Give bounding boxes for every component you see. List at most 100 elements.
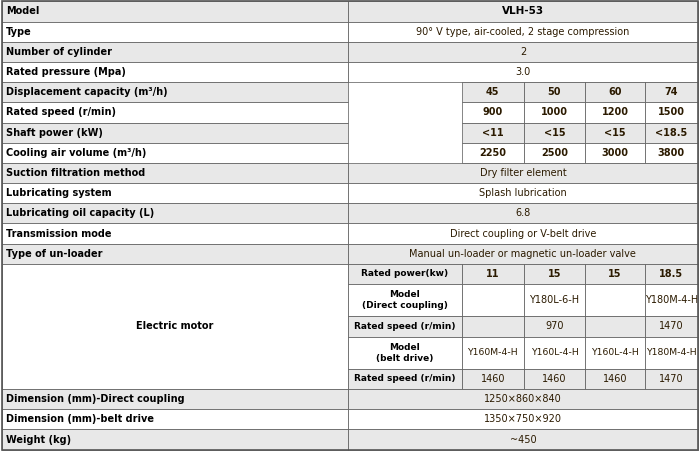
- Bar: [348, 429, 698, 450]
- Text: Type: Type: [6, 27, 32, 37]
- Bar: [462, 123, 524, 143]
- Bar: [645, 264, 698, 284]
- Bar: [2, 389, 348, 409]
- Text: Y180M-4-H: Y180M-4-H: [645, 295, 698, 305]
- Bar: [585, 123, 645, 143]
- Bar: [2, 163, 348, 183]
- Bar: [645, 102, 698, 123]
- Text: Lubricating oil capacity (L): Lubricating oil capacity (L): [6, 208, 155, 218]
- Bar: [645, 82, 698, 102]
- Text: Shaft power (kW): Shaft power (kW): [6, 128, 103, 138]
- Bar: [2, 62, 348, 82]
- Bar: [585, 316, 645, 336]
- Text: Y180M-4-H: Y180M-4-H: [646, 348, 696, 357]
- Text: Cooling air volume (m³/h): Cooling air volume (m³/h): [6, 148, 147, 158]
- Bar: [348, 316, 462, 336]
- Text: 2: 2: [520, 47, 526, 57]
- Bar: [524, 102, 585, 123]
- Text: 90° V type, air-cooled, 2 stage compression: 90° V type, air-cooled, 2 stage compress…: [416, 27, 629, 37]
- Bar: [585, 369, 645, 389]
- Bar: [348, 163, 698, 183]
- Text: 1000: 1000: [541, 107, 568, 117]
- Bar: [348, 264, 462, 284]
- Bar: [585, 284, 645, 316]
- Bar: [348, 336, 462, 369]
- Bar: [348, 244, 698, 264]
- Bar: [524, 284, 585, 316]
- Text: VLH-53: VLH-53: [502, 6, 544, 16]
- Bar: [348, 22, 698, 42]
- Text: Transmission mode: Transmission mode: [6, 229, 112, 239]
- Bar: [348, 1, 698, 22]
- Bar: [462, 264, 524, 284]
- Bar: [462, 284, 524, 316]
- Bar: [348, 284, 462, 316]
- Bar: [348, 369, 462, 389]
- Bar: [585, 264, 645, 284]
- Bar: [462, 336, 524, 369]
- Bar: [524, 82, 585, 102]
- Text: 1350×750×920: 1350×750×920: [484, 414, 562, 424]
- Bar: [462, 143, 524, 163]
- Text: 900: 900: [483, 107, 503, 117]
- Bar: [585, 82, 645, 102]
- Bar: [2, 123, 348, 143]
- Text: Electric motor: Electric motor: [136, 322, 214, 331]
- Text: 3000: 3000: [601, 148, 629, 158]
- Text: Lubricating system: Lubricating system: [6, 188, 112, 198]
- Text: Weight (kg): Weight (kg): [6, 435, 71, 445]
- Text: Model
(belt drive): Model (belt drive): [377, 343, 433, 363]
- Bar: [645, 143, 698, 163]
- Bar: [462, 102, 524, 123]
- Text: <15: <15: [604, 128, 626, 138]
- Bar: [2, 183, 348, 203]
- Text: Suction filtration method: Suction filtration method: [6, 168, 146, 178]
- Bar: [524, 316, 585, 336]
- Text: 45: 45: [486, 87, 500, 97]
- Text: Rated speed (r/min): Rated speed (r/min): [6, 107, 116, 117]
- Bar: [645, 123, 698, 143]
- Text: 1460: 1460: [542, 374, 567, 384]
- Text: 1460: 1460: [480, 374, 505, 384]
- Text: 50: 50: [547, 87, 561, 97]
- Text: Y160L-4-H: Y160L-4-H: [531, 348, 578, 357]
- Bar: [462, 316, 524, 336]
- Text: 2500: 2500: [541, 148, 568, 158]
- Text: 1250×860×840: 1250×860×840: [484, 394, 562, 404]
- Text: 3800: 3800: [658, 148, 685, 158]
- Bar: [348, 389, 698, 409]
- Text: 1470: 1470: [659, 374, 684, 384]
- Text: Dimension (mm)-belt drive: Dimension (mm)-belt drive: [6, 414, 154, 424]
- Bar: [645, 336, 698, 369]
- Text: 970: 970: [545, 322, 564, 331]
- Text: 3.0: 3.0: [515, 67, 531, 77]
- Bar: [645, 316, 698, 336]
- Bar: [2, 224, 348, 244]
- Text: 1470: 1470: [659, 322, 684, 331]
- Bar: [2, 102, 348, 123]
- Bar: [2, 82, 348, 102]
- Bar: [524, 123, 585, 143]
- Text: Rated power(kw): Rated power(kw): [361, 269, 449, 278]
- Text: 6.8: 6.8: [515, 208, 531, 218]
- Text: Displacement capacity (m³/h): Displacement capacity (m³/h): [6, 87, 168, 97]
- Text: Model: Model: [6, 6, 40, 16]
- Text: 74: 74: [664, 87, 678, 97]
- Text: <18.5: <18.5: [655, 128, 687, 138]
- Bar: [2, 143, 348, 163]
- Text: Rated pressure (Mpa): Rated pressure (Mpa): [6, 67, 126, 77]
- Bar: [585, 143, 645, 163]
- Text: Rated speed (r/min): Rated speed (r/min): [354, 322, 456, 331]
- Text: 15: 15: [608, 269, 622, 279]
- Bar: [348, 203, 698, 224]
- Text: <15: <15: [544, 128, 565, 138]
- Text: 60: 60: [608, 87, 622, 97]
- Text: 1200: 1200: [601, 107, 629, 117]
- Text: Y160L-4-H: Y160L-4-H: [591, 348, 639, 357]
- Text: Number of cylinder: Number of cylinder: [6, 47, 112, 57]
- Text: Dry filter element: Dry filter element: [480, 168, 566, 178]
- Bar: [524, 336, 585, 369]
- Text: <11: <11: [482, 128, 503, 138]
- Bar: [645, 369, 698, 389]
- Text: 1500: 1500: [658, 107, 685, 117]
